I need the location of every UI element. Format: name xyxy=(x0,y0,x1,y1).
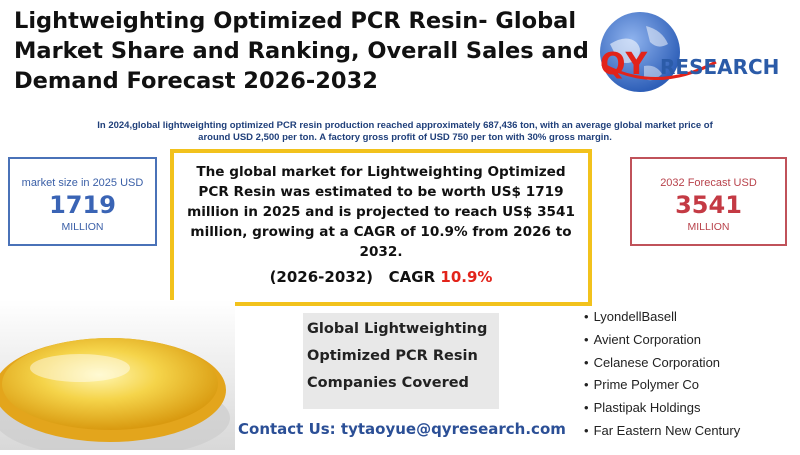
contact-email-link[interactable]: Contact Us: tytaoyue@qyresearch.com xyxy=(238,420,566,438)
market-size-label: market size in 2025 USD xyxy=(21,177,144,189)
companies-covered-box: Global Lightweighting Optimized PCR Resi… xyxy=(303,313,499,409)
market-size-unit: MILLION xyxy=(61,221,104,233)
svg-text:RESEARCH: RESEARCH xyxy=(660,55,779,79)
market-size-value: 1719 xyxy=(49,191,116,219)
svg-text:QY: QY xyxy=(600,47,649,82)
market-summary-box: The global market for Lightweighting Opt… xyxy=(170,149,592,306)
market-summary-text: The global market for Lightweighting Opt… xyxy=(187,164,575,260)
forecast-label: 2032 Forecast USD xyxy=(660,177,757,189)
companies-box-line: Global Lightweighting xyxy=(307,321,488,337)
cagr-value: 10.9% xyxy=(440,268,493,286)
list-item: Prime Polymer Co xyxy=(584,374,740,397)
forecast-value: 3541 xyxy=(675,191,742,219)
company-list: LyondellBasell Avient Corporation Celane… xyxy=(584,306,741,443)
cagr-period: (2026-2032) xyxy=(269,268,373,286)
list-item: Far Eastern New Century xyxy=(584,420,741,443)
list-item: Avient Corporation xyxy=(584,329,740,352)
resin-dish-image xyxy=(0,300,235,455)
companies-box-line: Companies Covered xyxy=(307,375,469,391)
cagr-label: CAGR xyxy=(388,268,436,286)
list-item: LyondellBasell xyxy=(584,306,740,329)
cagr-line: (2026-2032) CAGR 10.9% xyxy=(174,268,588,286)
list-item: Celanese Corporation xyxy=(584,352,740,375)
list-item: Plastipak Holdings xyxy=(584,397,740,420)
companies-box-line: Optimized PCR Resin xyxy=(307,348,478,364)
qyresearch-logo: QY RESEARCH xyxy=(596,4,796,116)
market-size-2025-card: market size in 2025 USD 1719 MILLION xyxy=(8,157,157,246)
production-summary: In 2024,global lightweighting optimized … xyxy=(97,120,713,143)
page-title: Lightweighting Optimized PCR Resin- Glob… xyxy=(14,8,589,94)
forecast-2032-card: 2032 Forecast USD 3541 MILLION xyxy=(630,157,787,246)
forecast-unit: MILLION xyxy=(687,221,730,233)
